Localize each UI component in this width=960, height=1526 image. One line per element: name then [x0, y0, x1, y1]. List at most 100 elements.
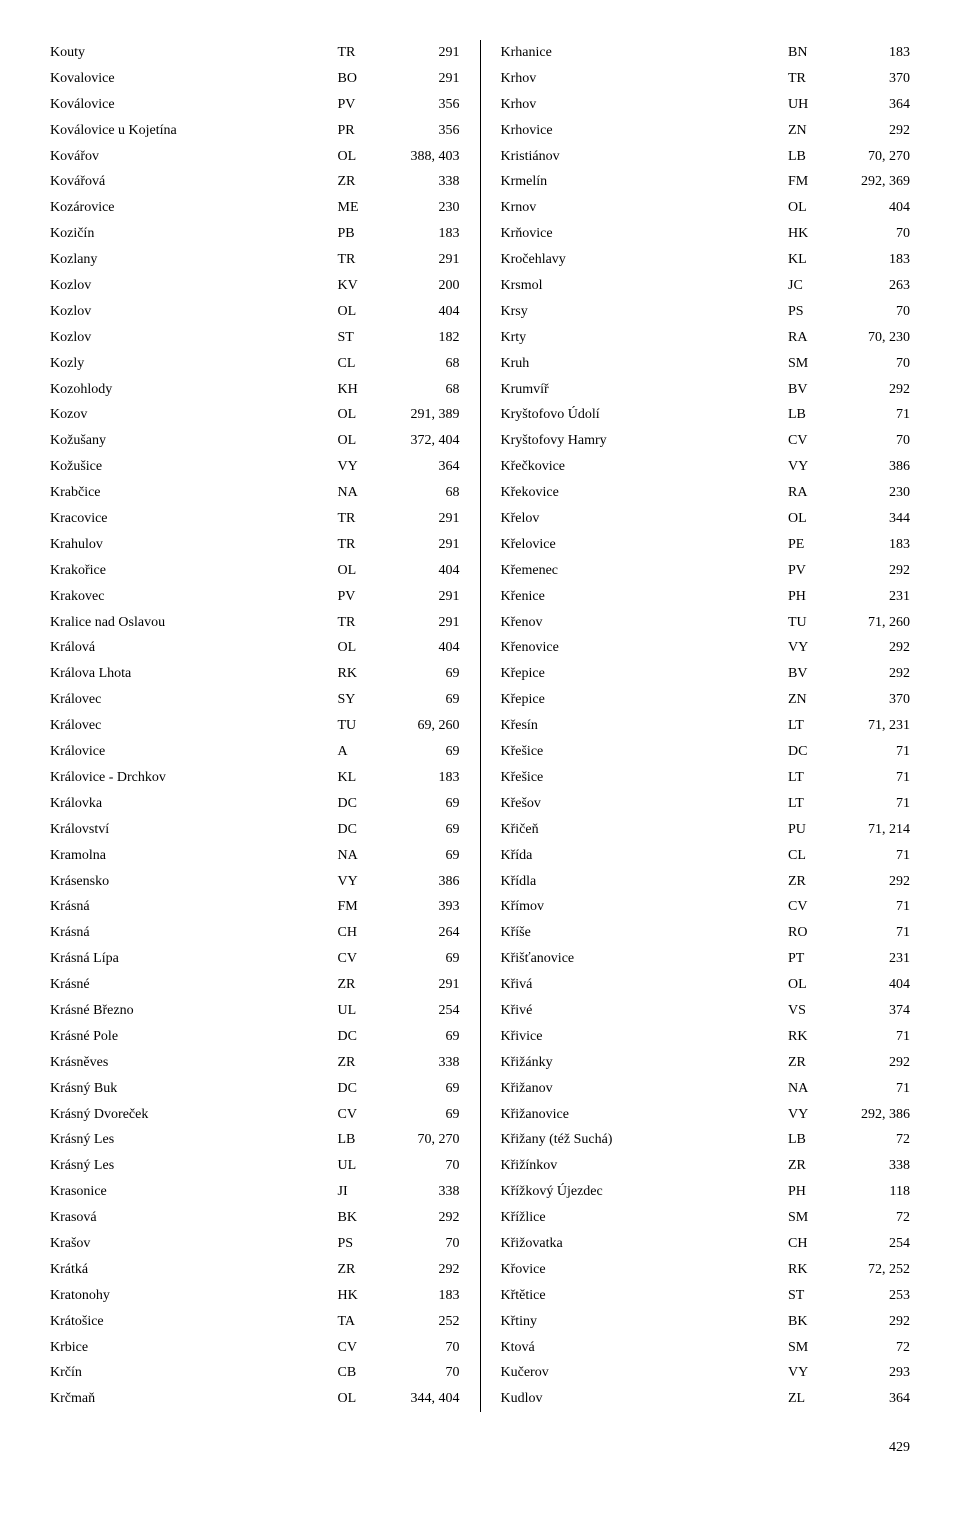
region-code: VS [788, 998, 834, 1024]
place-name: Křída [501, 843, 789, 869]
page-ref: 291 [384, 66, 460, 92]
region-code: PH [788, 1179, 834, 1205]
place-name: Křižínkov [501, 1153, 789, 1179]
region-code: VY [338, 869, 384, 895]
page-ref: 69 [384, 1102, 460, 1128]
region-code: KH [338, 377, 384, 403]
index-row: KrabčiceNA68 [50, 480, 460, 506]
place-name: Krsy [501, 299, 789, 325]
index-row: KřepiceBV292 [501, 661, 911, 687]
page-ref: 183 [384, 221, 460, 247]
index-row: KřtěticeST253 [501, 1283, 911, 1309]
index-row: KozohlodyKH68 [50, 377, 460, 403]
place-name: Kryštofovy Hamry [501, 428, 789, 454]
index-row: KříšeRO71 [501, 920, 911, 946]
page-number: 429 [50, 1440, 910, 1456]
index-row: KrásnáFM393 [50, 894, 460, 920]
place-name: Křenov [501, 610, 789, 636]
region-code: RK [788, 1024, 834, 1050]
page-ref: 71 [834, 765, 910, 791]
page-ref: 70 [384, 1360, 460, 1386]
page-ref: 72, 252 [834, 1257, 910, 1283]
place-name: Křivice [501, 1024, 789, 1050]
page-ref: 70 [834, 299, 910, 325]
index-row: KřižánkyZR292 [501, 1050, 911, 1076]
region-code: OL [338, 428, 384, 454]
region-code: BN [788, 40, 834, 66]
place-name: Křídla [501, 869, 789, 895]
region-code: TA [338, 1309, 384, 1335]
place-name: Kratonohy [50, 1283, 338, 1309]
index-row: Králova LhotaRK69 [50, 661, 460, 687]
index-row: KožušanyOL372, 404 [50, 428, 460, 454]
region-code: OL [338, 1386, 384, 1412]
index-row: KrakořiceOL404 [50, 558, 460, 584]
page-ref: 372, 404 [384, 428, 460, 454]
region-code: SM [788, 1205, 834, 1231]
region-code: BO [338, 66, 384, 92]
place-name: Krbice [50, 1335, 338, 1361]
index-row: KozároviceME230 [50, 195, 460, 221]
region-code: CL [338, 351, 384, 377]
place-name: Kožušany [50, 428, 338, 454]
index-row: KrálovecTU69, 260 [50, 713, 460, 739]
place-name: Křelov [501, 506, 789, 532]
region-code: OL [338, 402, 384, 428]
index-row: Krásný BukDC69 [50, 1076, 460, 1102]
page-ref: 230 [384, 195, 460, 221]
page-ref: 292 [834, 869, 910, 895]
region-code: SM [788, 1335, 834, 1361]
region-code: LB [788, 402, 834, 428]
place-name: Křenice [501, 584, 789, 610]
place-name: Křelovice [501, 532, 789, 558]
index-row: Krásné BřeznoUL254 [50, 998, 460, 1024]
page-ref: 386 [834, 454, 910, 480]
place-name: Krásná Lípa [50, 946, 338, 972]
region-code: CV [788, 894, 834, 920]
place-name: Kozlov [50, 325, 338, 351]
region-code: RA [788, 480, 834, 506]
index-row: KročehlavyKL183 [501, 247, 911, 273]
place-name: Krmelín [501, 169, 789, 195]
region-code: VY [338, 454, 384, 480]
region-code: NA [788, 1076, 834, 1102]
index-row: KoválovicePV356 [50, 92, 460, 118]
page-ref: 293 [834, 1360, 910, 1386]
place-name: Kříše [501, 920, 789, 946]
index-row: KrňoviceHK70 [501, 221, 911, 247]
region-code: CH [338, 920, 384, 946]
region-code: BK [338, 1205, 384, 1231]
region-code: TU [338, 713, 384, 739]
page-ref: 71, 214 [834, 817, 910, 843]
region-code: A [338, 739, 384, 765]
place-name: Krčmaň [50, 1386, 338, 1412]
region-code: ZR [788, 869, 834, 895]
page-ref: 70 [834, 351, 910, 377]
index-row: KozlyCL68 [50, 351, 460, 377]
index-row: KřišťanovicePT231 [501, 946, 911, 972]
place-name: Krhov [501, 66, 789, 92]
region-code: OL [788, 195, 834, 221]
region-code: TR [338, 532, 384, 558]
page-ref: 68 [384, 480, 460, 506]
page-ref: 291 [384, 247, 460, 273]
index-row: KozlovOL404 [50, 299, 460, 325]
place-name: Kramolna [50, 843, 338, 869]
region-code: RK [788, 1257, 834, 1283]
page-ref: 292 [384, 1205, 460, 1231]
region-code: ZR [338, 1257, 384, 1283]
page-ref: 338 [384, 169, 460, 195]
region-code: ZR [788, 1153, 834, 1179]
region-code: LB [788, 1127, 834, 1153]
index-row: KramolnaNA69 [50, 843, 460, 869]
index-row: KučerovVY293 [501, 1360, 911, 1386]
place-name: Krásné Březno [50, 998, 338, 1024]
page-ref: 291 [384, 972, 460, 998]
region-code: BK [788, 1309, 834, 1335]
region-code: TR [788, 66, 834, 92]
page-ref: 200 [384, 273, 460, 299]
index-row: KřížliceSM72 [501, 1205, 911, 1231]
page-ref: 292 [834, 558, 910, 584]
index-row: KřekoviceRA230 [501, 480, 911, 506]
place-name: Křešov [501, 791, 789, 817]
